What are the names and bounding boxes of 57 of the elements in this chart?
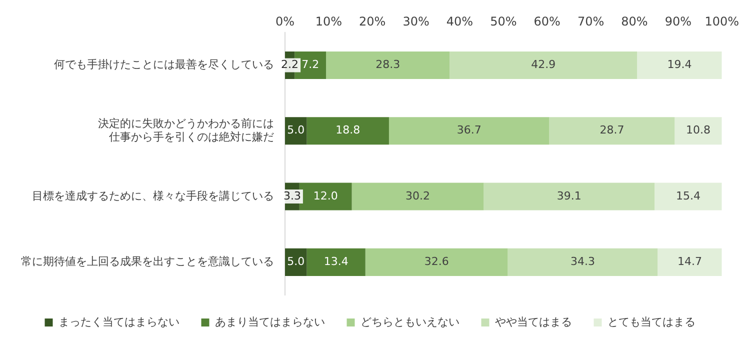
data-label: 3.3 <box>283 189 301 202</box>
data-label: 12.0 <box>313 189 338 202</box>
y-tick-label: 決定的に失敗かどうかわかる前には仕事から手を引くのは絶対に嫌だ <box>98 117 274 144</box>
legend-label: どちらともいえない <box>360 315 460 328</box>
x-tick-label: 90% <box>664 14 692 28</box>
data-label: 5.0 <box>287 255 305 268</box>
bar <box>285 248 307 276</box>
bar <box>285 117 307 145</box>
x-tick-label: 0% <box>275 14 295 28</box>
y-tick-label: 何でも手掛けたことには最善を尽くしている <box>54 58 274 72</box>
bar <box>352 182 484 210</box>
x-tick-label: 100% <box>704 14 740 28</box>
data-label: 28.3 <box>376 58 400 72</box>
bar <box>450 51 638 80</box>
data-label: 2.2 <box>281 58 299 72</box>
data-label: 32.6 <box>424 255 449 268</box>
bar <box>637 51 722 80</box>
y-tick-label: 目標を達成するために、様々な手段を講じている <box>32 189 274 202</box>
bar <box>674 117 722 145</box>
x-tick-label: 20% <box>359 14 386 28</box>
data-label: 30.2 <box>406 189 430 202</box>
data-label: 15.4 <box>676 189 700 202</box>
bar <box>658 248 722 276</box>
legend-label: あまり当てはまらない <box>214 315 325 328</box>
data-label: 10.8 <box>686 124 711 137</box>
x-tick-label: 40% <box>446 14 474 28</box>
x-tick-label: 80% <box>621 14 648 28</box>
data-label: 19.4 <box>667 58 692 72</box>
bar <box>306 248 366 276</box>
data-label: 14.7 <box>677 255 702 268</box>
bar <box>388 117 550 145</box>
legend-label: まったく当てはまらない <box>58 315 180 328</box>
data-label: 34.3 <box>570 255 595 268</box>
data-label: 18.8 <box>336 124 360 137</box>
data-label: 5.0 <box>287 124 305 137</box>
data-label: 39.1 <box>556 189 582 202</box>
bar <box>484 182 655 210</box>
legend-label: とても当てはまる <box>607 315 696 328</box>
bar <box>299 182 352 210</box>
bar <box>508 248 658 276</box>
bar <box>326 51 450 80</box>
x-tick-label: 70% <box>577 14 604 28</box>
y-tick-label: 常に期待値を上回る成果を出すことを意識している <box>21 255 274 268</box>
bar <box>549 117 675 145</box>
x-tick-label: 50% <box>490 14 517 28</box>
legend-label: やや当てはまる <box>494 315 572 328</box>
data-label: 13.4 <box>324 255 348 268</box>
bar <box>654 182 722 210</box>
data-label: 7.2 <box>302 58 320 72</box>
data-label: 36.7 <box>456 124 482 137</box>
data-label: 28.7 <box>600 124 624 137</box>
data-label: 42.9 <box>531 58 556 72</box>
bar <box>306 117 389 145</box>
x-tick-label: 60% <box>534 14 560 28</box>
bar <box>365 248 508 276</box>
x-tick-label: 10% <box>315 14 342 28</box>
x-tick-label: 30% <box>402 14 430 28</box>
